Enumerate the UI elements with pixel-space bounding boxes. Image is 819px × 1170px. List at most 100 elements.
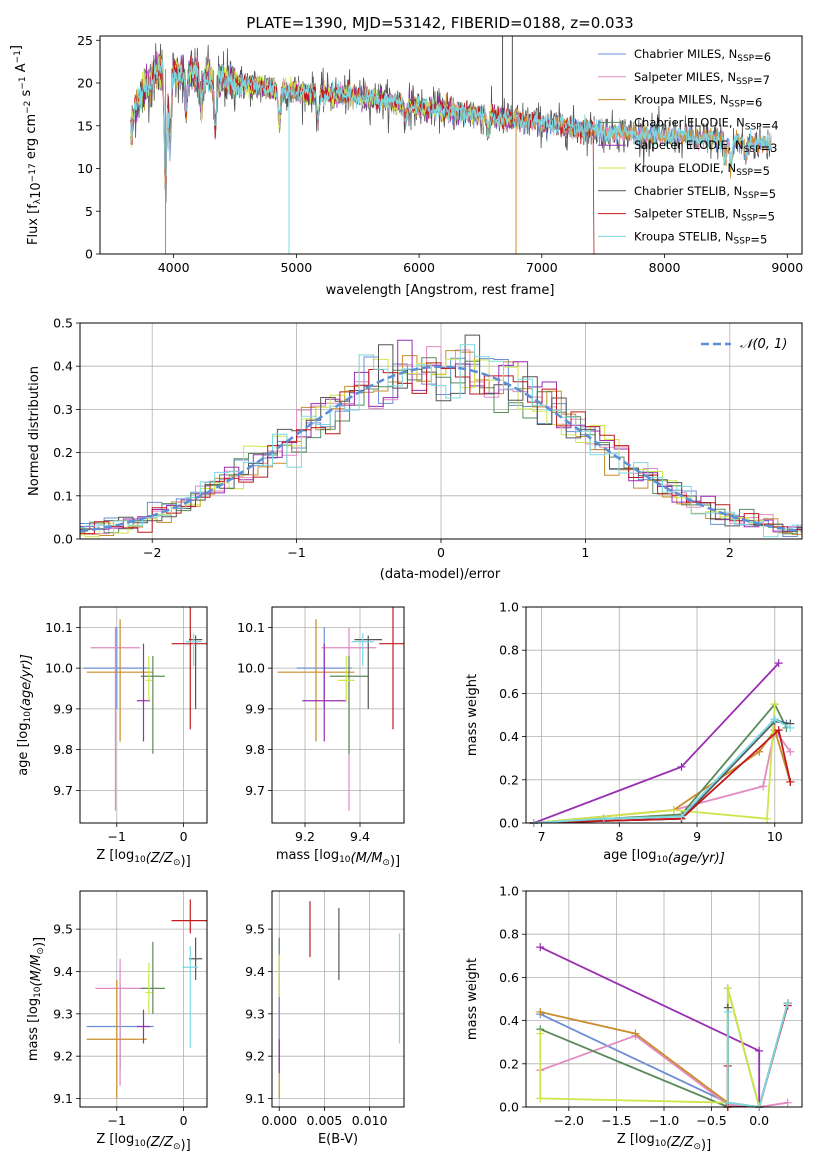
weight-marker-kroupa-stelib xyxy=(770,715,779,724)
weight-marker-kroupa-elodie xyxy=(669,806,678,815)
weight-marker-kroupa-stelib xyxy=(723,1007,732,1016)
residuals-axes: −2 −1 0 1 2 0.0 0.1 0.2 0.3 0.4 0.5 xyxy=(53,316,802,560)
weight-marker-kroupa-stelib xyxy=(599,814,608,823)
mass_vs_Z-axes: −1 0 9.1 9.2 9.3 9.4 9.5 xyxy=(53,891,207,1128)
weight-line-kroupa-stelib xyxy=(726,1003,789,1107)
residuals-xlabel: (data-model)/error xyxy=(380,567,501,582)
legend-label-kroupa-miles: Kroupa MILES, NSSP=6 xyxy=(634,93,762,110)
age_vs_Z-ytick-label: 9.7 xyxy=(53,783,73,798)
weight_vs_Z-ylabel: mass weight xyxy=(465,958,480,1040)
weight-marker-kroupa-miles xyxy=(536,1007,545,1016)
age_vs_Z-xlabel: Z [log10(Z/Z⊙)] xyxy=(96,848,190,869)
weight_vs_age-frame xyxy=(525,606,803,824)
legend-label-kroupa-stelib: Kroupa STELIB, NSSP=5 xyxy=(634,229,767,246)
weight-marker-kroupa-elodie xyxy=(770,700,779,709)
weight_vs_age-xtick-label: 9 xyxy=(693,829,701,844)
legend-label-salpeter-stelib: Salpeter STELIB, NSSP=5 xyxy=(634,207,775,224)
weight-marker-salpeter-miles xyxy=(783,1098,792,1107)
age_vs_Z-ytick-label: 10.1 xyxy=(45,620,73,635)
legend-label-salpeter-elodie: Salpeter ELODIE, NSSP=3 xyxy=(634,138,777,155)
weight_vs_age-xlabel: age [log10(age/yr)] xyxy=(603,848,725,866)
age_vs_Z-frame xyxy=(79,606,208,824)
weight-line-salpeter-stelib xyxy=(533,728,792,823)
weight_vs_age-ylabel: mass weight xyxy=(465,674,480,756)
weight_vs_Z-ytick-label: 0.8 xyxy=(499,927,519,942)
spectrum-line-kroupa-stelib xyxy=(130,56,772,177)
weight_vs_Z-ytick-label: 0.4 xyxy=(499,1013,519,1028)
weight-line-chabrier-elodie xyxy=(533,702,788,823)
weight-line-chabrier-elodie xyxy=(539,987,761,1107)
spectrum-xlabel: wavelength [Angstrom, rest frame] xyxy=(326,283,555,298)
weight-marker-salpeter-miles xyxy=(759,782,768,791)
weight_vs_Z-xtick-label: −1.0 xyxy=(649,1113,679,1128)
mass_vs_ebv-frame xyxy=(271,890,405,1108)
spectrum-xtick-label: 8000 xyxy=(649,260,681,275)
age_vs_Z-ytick-label: 10.0 xyxy=(45,661,73,676)
weight-line-kroupa-elodie xyxy=(539,987,761,1107)
residuals-ytick-label: 0.2 xyxy=(53,445,73,460)
age_vs_Z-ytick-label: 9.9 xyxy=(53,701,73,716)
mass_vs_Z-frame xyxy=(79,890,208,1108)
mass_vs_Z-ytick-label: 9.3 xyxy=(53,1006,73,1021)
age_vs_mass-axes: 9.2 9.4 9.7 9.8 9.9 10.0 10.1 xyxy=(237,607,404,844)
weight_vs_age-ytick-label: 1.0 xyxy=(499,600,519,615)
weight_vs_Z-axes: −2.0 −1.5 −1.0 −0.5 0.0 0.0 0.2 0.4 0.6 0.8 1.0 xyxy=(499,884,802,1128)
legend-label-chabrier-elodie: Chabrier ELODIE, NSSP=4 xyxy=(634,115,779,132)
mass_vs_ebv-xtick-label: 0.010 xyxy=(352,1113,388,1128)
weight_vs_age-ytick-label: 0.6 xyxy=(499,686,519,701)
residuals-ytick-label: 0.1 xyxy=(53,488,73,503)
age_vs_mass-ytick-label: 10.0 xyxy=(237,661,265,676)
spectrum-ytick-label: 15 xyxy=(77,118,93,133)
weight_vs_age-ytick-label: 0.4 xyxy=(499,729,519,744)
weight-marker-salpeter-elodie xyxy=(677,762,686,771)
histogram-kroupa-elodie xyxy=(80,354,802,538)
residuals-ylabel: Normed distribution xyxy=(27,366,42,496)
spectrum-frame xyxy=(99,35,803,255)
residuals-xtick-label: −1 xyxy=(287,545,305,560)
mass_vs_ebv-axes: 0.000 0.005 0.010 9.1 9.2 9.3 9.4 9.5 xyxy=(245,891,404,1128)
age_vs_mass-ytick-label: 9.7 xyxy=(245,783,265,798)
weight_vs_Z-xtick-label: −1.5 xyxy=(601,1113,631,1128)
residuals-ytick-label: 0.4 xyxy=(53,359,73,374)
weight_vs_age-xtick-label: 10 xyxy=(767,829,783,844)
mass_vs_ebv-xtick-label: 0.000 xyxy=(261,1113,297,1128)
mass_vs_ebv-ytick-label: 9.2 xyxy=(245,1049,265,1064)
mass_vs_ebv-ytick-label: 9.4 xyxy=(245,964,265,979)
age_vs_Z-ylabel: age [log10(age/yr)] xyxy=(16,654,34,776)
weight-marker-kroupa-stelib xyxy=(783,999,792,1008)
weight_vs_age-xtick-label: 7 xyxy=(538,829,546,844)
residuals-xtick-label: 0 xyxy=(437,545,445,560)
age_vs_mass-ytick-label: 9.8 xyxy=(245,742,265,757)
residuals-xtick-label: −2 xyxy=(143,545,161,560)
residuals-xtick-label: 1 xyxy=(581,545,589,560)
weight_vs_Z-ytick-label: 0.6 xyxy=(499,970,519,985)
mass_vs_Z-ytick-label: 9.4 xyxy=(53,964,73,979)
legend-label-kroupa-elodie: Kroupa ELODIE, NSSP=5 xyxy=(634,161,770,178)
mass_vs_Z-ytick-label: 9.5 xyxy=(53,922,73,937)
figure-title: PLATE=1390, MJD=53142, FIBERID=0188, z=0… xyxy=(246,14,633,32)
spectrum-ytick-label: 0 xyxy=(85,247,93,262)
weight-marker-kroupa-elodie xyxy=(723,984,732,993)
spectrum-line-salpeter-stelib xyxy=(130,55,595,254)
mass_vs_Z-xtick-label: 0 xyxy=(180,1113,188,1128)
weight_vs_Z-xtick-label: −0.5 xyxy=(696,1113,726,1128)
age_vs_mass-ytick-label: 9.9 xyxy=(245,701,265,716)
mass_vs_ebv-ytick-label: 9.1 xyxy=(245,1091,265,1106)
spectrum-xtick-label: 4000 xyxy=(158,260,190,275)
weight-marker-kroupa-elodie xyxy=(536,1029,545,1038)
weight-marker-salpeter-miles xyxy=(786,747,795,756)
weight_vs_age-axes: 7 8 9 10 0.0 0.2 0.4 0.6 0.8 1.0 xyxy=(499,600,802,844)
spectrum-ytick-label: 25 xyxy=(77,33,93,48)
weight-marker-salpeter-elodie xyxy=(536,943,545,952)
age_vs_Z-ytick-label: 9.8 xyxy=(53,742,73,757)
weight-marker-kroupa-stelib xyxy=(677,812,686,821)
weight_vs_age-xtick-label: 8 xyxy=(615,829,623,844)
weight_vs_Z-xtick-label: −2.0 xyxy=(554,1113,584,1128)
spectrum-xtick-label: 9000 xyxy=(771,260,803,275)
histogram-salpeter-stelib xyxy=(80,362,802,535)
spectrum-ytick-label: 20 xyxy=(77,76,93,91)
weight_vs_Z-ytick-label: 0.2 xyxy=(499,1056,519,1071)
mass_vs_Z-ytick-label: 9.2 xyxy=(53,1049,73,1064)
weight_vs_Z-frame xyxy=(525,890,803,1108)
